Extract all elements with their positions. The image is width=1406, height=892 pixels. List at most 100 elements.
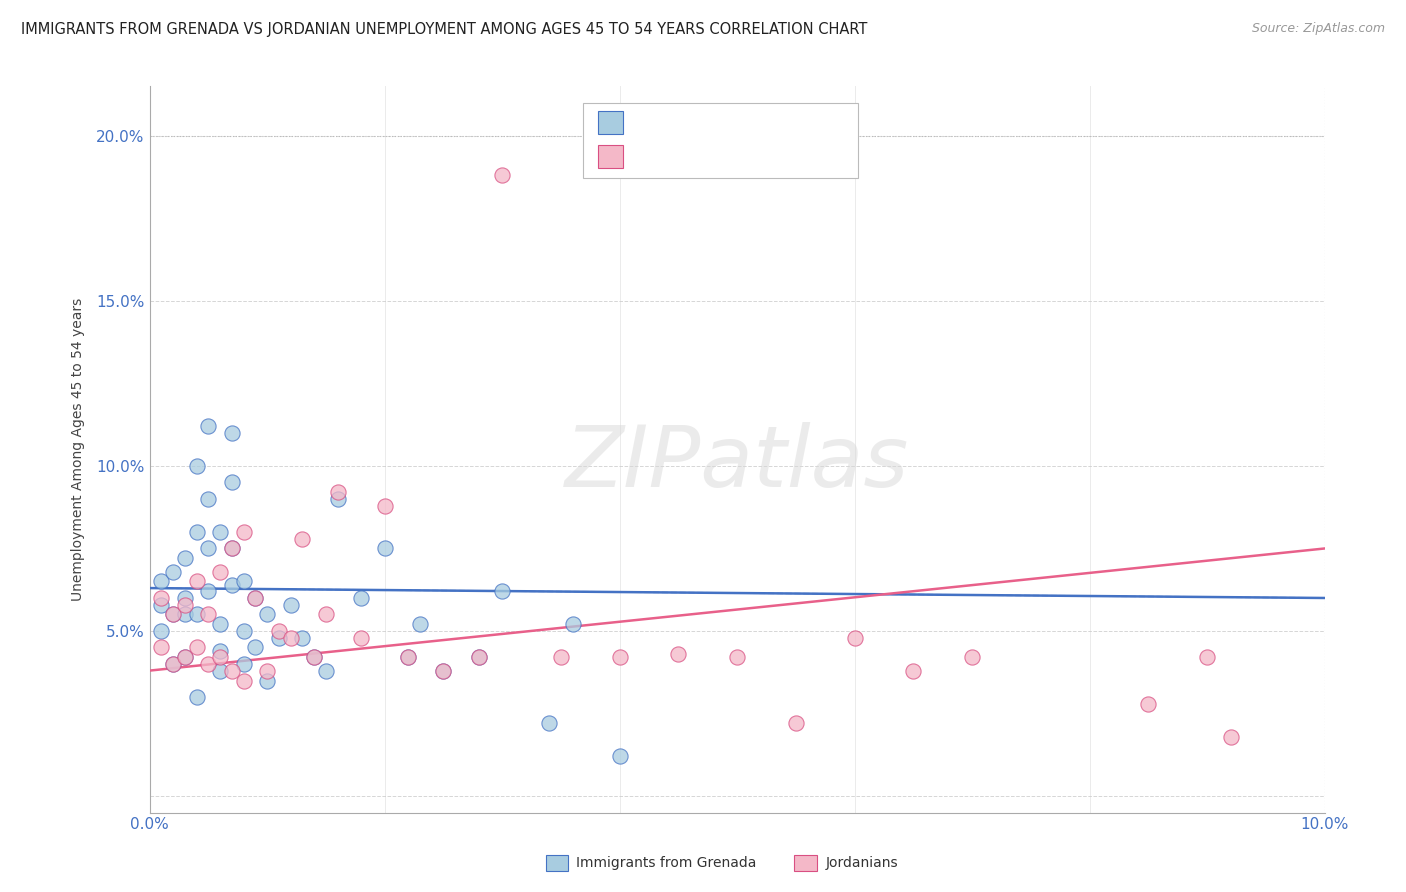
Point [186,690,208,704]
Y-axis label: Unemployment Among Ages 45 to 54 years: Unemployment Among Ages 45 to 54 years [72,298,86,601]
Point [267,631,290,645]
Point [209,617,232,632]
Point [232,524,254,539]
Text: Jordanians: Jordanians [825,855,898,870]
Point [232,657,254,671]
Point [209,644,232,658]
Point [186,524,208,539]
Point [291,631,314,645]
Point [162,657,184,671]
Point [197,584,219,599]
Point [162,607,184,622]
Point [186,640,208,655]
Point [491,169,513,183]
Point [197,607,219,622]
Point [609,749,631,764]
Text: N = 49: N = 49 [794,115,842,129]
Point [467,650,489,665]
Point [1137,697,1160,711]
Point [209,524,232,539]
Point [245,591,267,605]
Point [280,631,302,645]
Text: R =  0.186: R = 0.186 [634,149,709,163]
Text: Immigrants from Grenada: Immigrants from Grenada [576,855,756,870]
Point [666,647,689,661]
Point [280,598,302,612]
Point [374,499,396,513]
Point [197,491,219,506]
Point [326,491,349,506]
Point [409,617,432,632]
Text: IMMIGRANTS FROM GRENADA VS JORDANIAN UNEMPLOYMENT AMONG AGES 45 TO 54 YEARS CORR: IMMIGRANTS FROM GRENADA VS JORDANIAN UNE… [21,22,868,37]
Point [396,650,419,665]
Point [302,650,325,665]
Point [232,624,254,638]
Point [221,541,243,556]
Point [162,565,184,579]
Point [162,657,184,671]
Point [785,716,807,731]
Point [209,664,232,678]
Point [173,598,195,612]
Point [291,532,314,546]
Point [221,541,243,556]
Point [903,664,925,678]
Point [432,664,454,678]
Point [186,607,208,622]
Text: ZIPatlas: ZIPatlas [565,423,910,506]
Point [186,458,208,473]
Point [221,425,243,440]
Point [186,574,208,589]
Point [302,650,325,665]
Point [491,584,513,599]
Point [550,650,572,665]
Point [197,657,219,671]
Point [173,591,195,605]
Point [960,650,983,665]
Point [150,574,173,589]
Text: Source: ZipAtlas.com: Source: ZipAtlas.com [1251,22,1385,36]
Point [173,551,195,566]
Point [221,578,243,592]
Point [315,607,337,622]
Point [844,631,866,645]
Point [173,650,195,665]
Point [173,607,195,622]
Point [209,565,232,579]
Point [232,574,254,589]
Point [374,541,396,556]
Point [221,475,243,490]
Point [1219,730,1241,744]
Point [150,598,173,612]
Point [221,664,243,678]
Point [197,541,219,556]
Point [609,650,631,665]
Point [150,624,173,638]
Point [561,617,583,632]
Point [326,485,349,500]
Point [150,591,173,605]
Point [209,650,232,665]
Point [173,650,195,665]
Point [725,650,748,665]
Point [245,640,267,655]
Point [396,650,419,665]
Point [245,591,267,605]
Point [150,640,173,655]
Point [315,664,337,678]
Point [350,631,373,645]
Point [1197,650,1219,665]
Point [197,419,219,434]
Point [256,673,278,688]
Text: N = 41: N = 41 [794,149,842,163]
Point [256,664,278,678]
Point [467,650,489,665]
Point [538,716,561,731]
Text: R = -0.021: R = -0.021 [634,115,709,129]
Point [232,673,254,688]
Point [350,591,373,605]
Point [162,607,184,622]
Point [432,664,454,678]
Point [267,624,290,638]
Point [256,607,278,622]
